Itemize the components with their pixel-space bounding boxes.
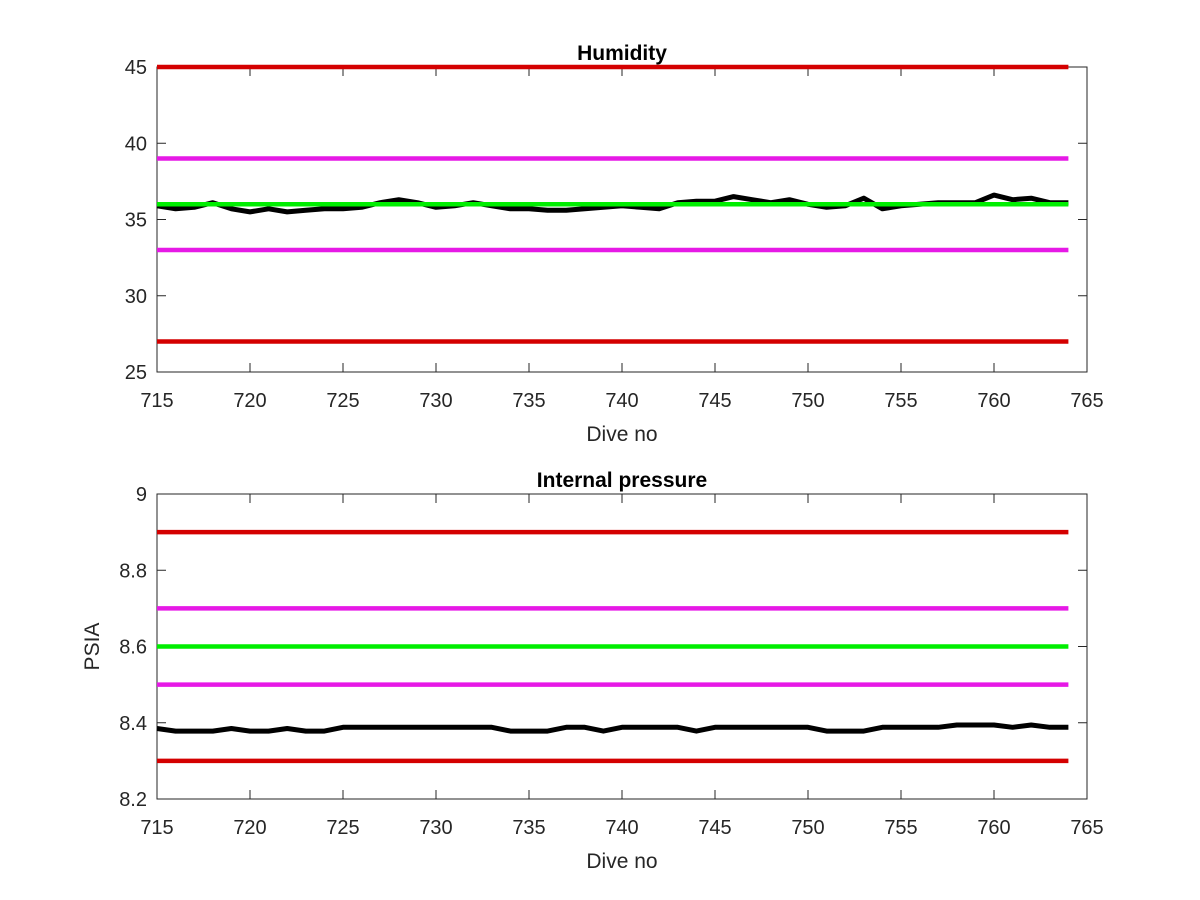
x-tick-label: 730 bbox=[419, 817, 452, 839]
y-tick-label: 8.6 bbox=[119, 637, 147, 659]
y-tick-label: 8.2 bbox=[119, 789, 147, 811]
y-tick-label: 30 bbox=[125, 286, 147, 308]
x-tick-label: 765 bbox=[1070, 817, 1103, 839]
chart-title: Internal pressure bbox=[537, 469, 707, 492]
x-axis-label: Dive no bbox=[586, 423, 657, 446]
y-tick-label: 35 bbox=[125, 210, 147, 232]
y-tick-label: 40 bbox=[125, 133, 147, 155]
x-tick-label: 745 bbox=[698, 390, 731, 412]
x-tick-label: 720 bbox=[233, 817, 266, 839]
y-axis-label: PSIA bbox=[81, 623, 104, 671]
humidity-plot: 715 720 725 730 735 740 745 750 755 760 765 25 30 35 4… bbox=[125, 42, 1104, 446]
x-tick-label: 725 bbox=[326, 817, 359, 839]
x-tick-label: 720 bbox=[233, 390, 266, 412]
x-tick-label: 760 bbox=[977, 390, 1010, 412]
series-line-4 bbox=[156, 722, 1069, 734]
x-tick-label: 745 bbox=[698, 817, 731, 839]
x-axis-label: Dive no bbox=[586, 850, 657, 873]
x-tick-label: 715 bbox=[140, 817, 173, 839]
x-tick-label: 725 bbox=[326, 390, 359, 412]
x-tick-label: 755 bbox=[884, 817, 917, 839]
y-tick-label: 8.4 bbox=[119, 713, 147, 735]
y-tick-label: 45 bbox=[125, 57, 147, 79]
internal-pressure-plot: 715 720 725 730 735 740 745 750 755 760 765 8.2 8.4 8… bbox=[81, 469, 1104, 873]
x-tick-label: 715 bbox=[140, 390, 173, 412]
x-tick-label: 740 bbox=[605, 390, 638, 412]
chart-title: Humidity bbox=[577, 42, 667, 65]
y-tick-label: 9 bbox=[136, 484, 147, 506]
x-tick-label: 750 bbox=[791, 390, 824, 412]
x-tick-label: 735 bbox=[512, 390, 545, 412]
x-tick-label: 740 bbox=[605, 817, 638, 839]
x-tick-label: 750 bbox=[791, 817, 824, 839]
y-tick-label: 25 bbox=[125, 362, 147, 384]
axes-box bbox=[156, 66, 1088, 373]
x-tick-label: 755 bbox=[884, 390, 917, 412]
x-tick-label: 730 bbox=[419, 390, 452, 412]
x-tick-label: 760 bbox=[977, 817, 1010, 839]
x-tick-label: 765 bbox=[1070, 390, 1103, 412]
y-tick-label: 8.8 bbox=[119, 560, 147, 582]
x-tick-label: 735 bbox=[512, 817, 545, 839]
